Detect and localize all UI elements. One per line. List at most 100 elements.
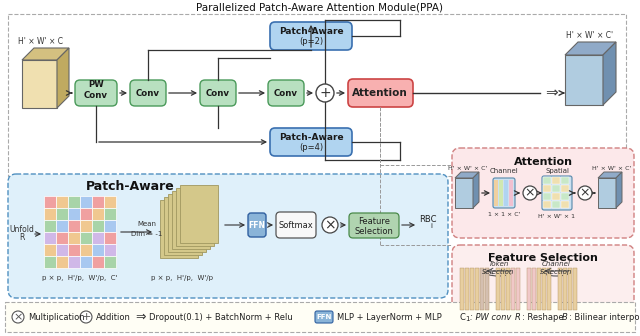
FancyBboxPatch shape (276, 212, 316, 238)
FancyBboxPatch shape (475, 268, 479, 310)
Polygon shape (565, 42, 616, 55)
FancyBboxPatch shape (92, 196, 104, 208)
Text: +: + (319, 86, 331, 100)
FancyBboxPatch shape (68, 256, 80, 268)
FancyBboxPatch shape (552, 201, 560, 208)
FancyBboxPatch shape (504, 180, 508, 206)
FancyBboxPatch shape (164, 197, 202, 255)
FancyBboxPatch shape (543, 185, 551, 192)
FancyBboxPatch shape (552, 185, 560, 192)
FancyBboxPatch shape (80, 232, 92, 244)
Text: H' × W' × C': H' × W' × C' (448, 166, 488, 170)
Polygon shape (603, 42, 616, 105)
Text: Dim = -1: Dim = -1 (131, 231, 163, 237)
FancyBboxPatch shape (176, 188, 214, 246)
FancyBboxPatch shape (348, 79, 413, 107)
FancyBboxPatch shape (80, 244, 92, 256)
FancyBboxPatch shape (92, 256, 104, 268)
Text: Mean: Mean (138, 221, 157, 227)
FancyBboxPatch shape (68, 232, 80, 244)
FancyBboxPatch shape (68, 220, 80, 232)
FancyBboxPatch shape (542, 268, 546, 310)
Text: Channel
Selection: Channel Selection (540, 261, 573, 275)
Text: Patch-Aware: Patch-Aware (278, 132, 343, 141)
FancyBboxPatch shape (104, 256, 116, 268)
Polygon shape (473, 172, 479, 208)
Text: Feature: Feature (358, 217, 390, 226)
Text: ⇒: ⇒ (135, 310, 145, 324)
FancyBboxPatch shape (104, 232, 116, 244)
Text: Unfold: Unfold (10, 225, 35, 235)
FancyBboxPatch shape (561, 185, 569, 192)
Text: FFN: FFN (248, 220, 266, 229)
FancyBboxPatch shape (75, 80, 117, 106)
Text: FFN: FFN (316, 314, 332, 320)
FancyBboxPatch shape (460, 268, 464, 310)
Circle shape (12, 311, 24, 323)
FancyBboxPatch shape (80, 196, 92, 208)
Text: RBC: RBC (419, 214, 436, 223)
FancyBboxPatch shape (561, 193, 569, 200)
FancyBboxPatch shape (104, 208, 116, 220)
FancyBboxPatch shape (80, 256, 92, 268)
Polygon shape (598, 178, 616, 208)
FancyBboxPatch shape (543, 193, 551, 200)
Text: H' × W' × C': H' × W' × C' (566, 31, 614, 40)
FancyBboxPatch shape (8, 174, 448, 298)
FancyBboxPatch shape (104, 196, 116, 208)
Text: ×: × (525, 186, 535, 200)
FancyBboxPatch shape (56, 256, 68, 268)
FancyBboxPatch shape (92, 208, 104, 220)
Text: i: i (430, 223, 432, 229)
FancyBboxPatch shape (248, 213, 266, 237)
Text: Feature Selection: Feature Selection (488, 253, 598, 263)
FancyBboxPatch shape (543, 201, 551, 208)
FancyBboxPatch shape (349, 213, 399, 238)
Circle shape (523, 186, 537, 200)
FancyBboxPatch shape (268, 80, 304, 106)
FancyBboxPatch shape (568, 268, 572, 310)
Polygon shape (455, 178, 473, 208)
Circle shape (578, 186, 592, 200)
Text: Selection: Selection (355, 226, 394, 236)
Text: B: B (562, 312, 568, 322)
FancyBboxPatch shape (270, 22, 352, 50)
FancyBboxPatch shape (92, 244, 104, 256)
FancyBboxPatch shape (485, 268, 489, 310)
Polygon shape (565, 55, 603, 105)
Text: C: C (460, 312, 466, 322)
FancyBboxPatch shape (44, 196, 56, 208)
FancyBboxPatch shape (44, 220, 56, 232)
Text: (p=2): (p=2) (299, 37, 323, 45)
FancyBboxPatch shape (56, 232, 68, 244)
FancyBboxPatch shape (494, 180, 498, 206)
Text: p × p,  H'/p,  W'/p: p × p, H'/p, W'/p (151, 275, 213, 281)
Circle shape (322, 217, 338, 233)
Text: MLP + LayerNorm + MLP: MLP + LayerNorm + MLP (337, 312, 442, 322)
Text: : PW conv: : PW conv (470, 312, 511, 322)
Text: Parallelized Patch-Aware Attention Module(PPA): Parallelized Patch-Aware Attention Modul… (196, 3, 444, 13)
FancyBboxPatch shape (552, 177, 560, 184)
Text: H' × W' × C: H' × W' × C (17, 38, 63, 46)
Text: p × p,  H'/p,  W'/p,  C': p × p, H'/p, W'/p, C' (42, 275, 118, 281)
Circle shape (80, 311, 92, 323)
Text: H' × W' × C': H' × W' × C' (592, 166, 632, 170)
FancyBboxPatch shape (56, 244, 68, 256)
Text: +: + (81, 312, 91, 322)
FancyBboxPatch shape (537, 268, 541, 310)
FancyBboxPatch shape (509, 180, 513, 206)
FancyBboxPatch shape (558, 268, 562, 310)
FancyBboxPatch shape (168, 194, 206, 252)
FancyBboxPatch shape (200, 80, 236, 106)
FancyBboxPatch shape (527, 268, 531, 310)
FancyBboxPatch shape (547, 268, 551, 310)
Text: Softmax: Softmax (278, 220, 314, 229)
Circle shape (316, 84, 334, 102)
Polygon shape (616, 172, 622, 208)
Text: Attention: Attention (352, 88, 408, 98)
FancyBboxPatch shape (44, 244, 56, 256)
FancyBboxPatch shape (104, 244, 116, 256)
Polygon shape (57, 48, 69, 108)
FancyBboxPatch shape (92, 220, 104, 232)
Text: Conv: Conv (206, 88, 230, 97)
